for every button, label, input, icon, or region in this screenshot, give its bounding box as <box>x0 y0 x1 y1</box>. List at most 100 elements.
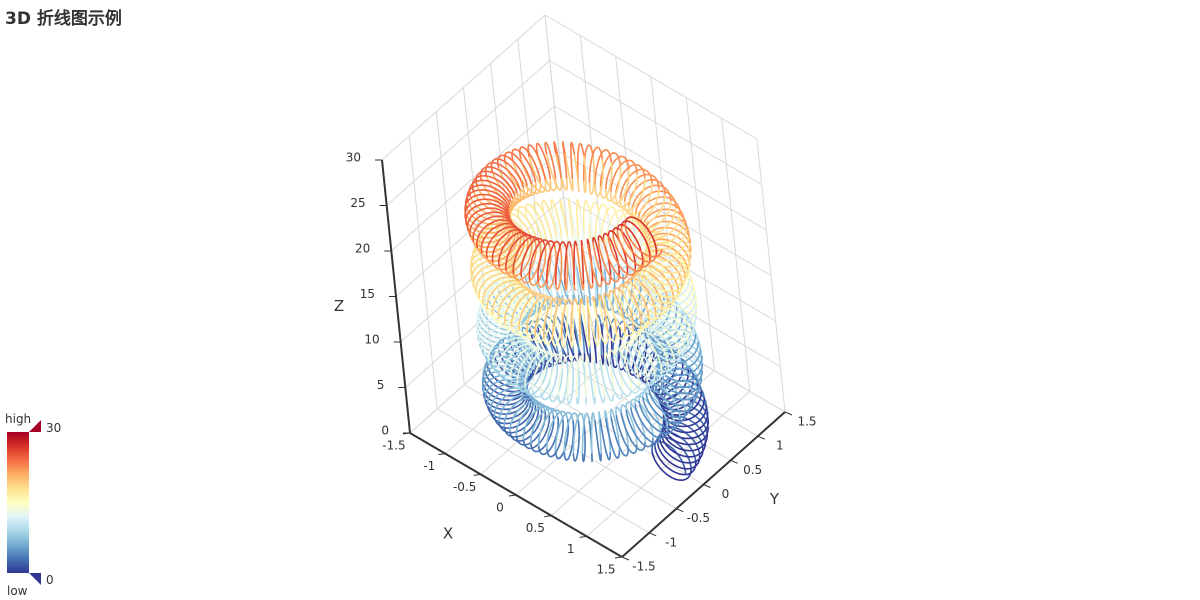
series-line-segment <box>491 229 528 263</box>
series-line-segment <box>656 443 701 470</box>
visual-map-high-text: high <box>5 412 31 426</box>
series-line-segment <box>602 232 620 277</box>
series-line-segment <box>537 417 560 456</box>
series-line-segment <box>598 294 609 338</box>
series-line-segment <box>645 241 691 262</box>
grid-line-wall-left-z <box>395 151 560 297</box>
visual-map-max-label: 30 <box>46 421 61 435</box>
y-tick-mark <box>703 484 711 488</box>
series-line-segment <box>554 411 574 451</box>
series-line-segment <box>626 284 664 320</box>
series-line-segment <box>607 236 637 276</box>
series-line-segment <box>599 419 612 461</box>
z-tick-label: 0 <box>381 424 389 438</box>
series-line-segment <box>634 404 669 439</box>
series-line-segment <box>555 153 568 191</box>
series-line-segment <box>583 155 587 194</box>
series-line-segment <box>598 411 602 454</box>
series-line-segment <box>608 296 635 337</box>
series-line-segment <box>528 239 551 280</box>
series-line-segment <box>639 269 683 299</box>
x-tick-mark <box>508 494 517 497</box>
series-line-segment <box>650 309 698 331</box>
series-line-segment <box>653 333 697 359</box>
visual-map-handle-low[interactable] <box>29 573 41 585</box>
grid-line-wall-back-z <box>549 60 762 185</box>
series-line-segment <box>659 390 703 416</box>
series-line-segment <box>645 393 687 424</box>
series-line-segment <box>581 245 594 289</box>
series-line-segment <box>610 159 638 192</box>
series-line-segment <box>622 288 657 325</box>
series-line-segment <box>532 352 558 391</box>
series-line-segment <box>627 178 666 206</box>
series-line-segment <box>626 285 650 323</box>
series-line-segment <box>505 239 533 278</box>
visual-map-min-label: 0 <box>46 573 54 587</box>
series-line-segment <box>592 236 603 282</box>
series-line-segment <box>586 244 603 288</box>
x-tick-label: 1.5 <box>596 563 615 577</box>
series-line-segment <box>492 290 528 324</box>
x-tick-label: 1 <box>567 542 575 556</box>
series-line-segment <box>593 420 602 462</box>
series-line-segment <box>465 202 511 226</box>
series-line-segment <box>527 144 546 180</box>
series-line-segment <box>546 410 569 449</box>
series-line-segment <box>522 262 549 299</box>
series-line-segment <box>594 203 609 241</box>
series-line-segment <box>605 165 622 202</box>
series-line-segment <box>551 304 563 347</box>
visual-map[interactable]: high low 30 0 <box>5 412 61 598</box>
series-line-segment <box>524 357 549 396</box>
series-line-segment <box>620 220 651 260</box>
series-line-segment <box>567 198 574 237</box>
series-line-segment <box>483 329 528 356</box>
x-tick-mark <box>614 556 623 559</box>
x-tick-mark <box>438 453 446 456</box>
series-line-segment <box>616 230 651 268</box>
series-line-segment <box>537 240 556 282</box>
series-line-segment <box>639 335 681 367</box>
y-tick-label: -1 <box>665 535 677 549</box>
series-line-segment <box>570 304 575 348</box>
series-line-segment <box>628 346 663 382</box>
series-line-segment <box>581 412 590 454</box>
series-line-segment <box>504 164 537 196</box>
x-tick-label: -1 <box>423 459 435 473</box>
visual-map-bar[interactable] <box>7 432 29 573</box>
grid-line-wall-left-z <box>391 105 555 252</box>
grid-line-floor-y <box>464 384 677 510</box>
series-line-segment <box>579 312 586 354</box>
series-line-segment <box>581 322 592 363</box>
series-line-segment <box>555 246 563 291</box>
series-line-segment <box>581 304 591 348</box>
series-line-segment <box>651 451 692 481</box>
visual-map-low-text: low <box>7 584 28 598</box>
series-line-segment <box>533 201 552 239</box>
series-line-segment <box>619 344 640 386</box>
series-line-segment <box>586 296 591 341</box>
curve-layer <box>464 141 710 481</box>
series-line-segment <box>497 292 531 328</box>
series-line-segment <box>510 291 542 328</box>
series-line-segment <box>624 223 663 258</box>
x-axis-name: X <box>443 525 453 543</box>
series-line-segment <box>643 260 689 287</box>
series-line-segment <box>637 207 677 234</box>
series-line-segment <box>509 409 543 442</box>
y-tick-mark <box>784 411 793 416</box>
series-line-segment <box>638 391 669 429</box>
visual-map-handle-high[interactable] <box>29 420 41 432</box>
series-line-segment <box>573 255 580 295</box>
series-line-segment <box>653 380 698 407</box>
series-line-segment <box>477 232 520 257</box>
series-line-segment <box>563 420 575 461</box>
series-line-segment <box>562 141 568 179</box>
y-tick-mark <box>730 459 738 464</box>
series-line-segment <box>466 184 511 205</box>
x-tick-mark <box>579 535 587 538</box>
series-line-segment <box>647 322 692 350</box>
series-line-segment <box>657 383 699 411</box>
